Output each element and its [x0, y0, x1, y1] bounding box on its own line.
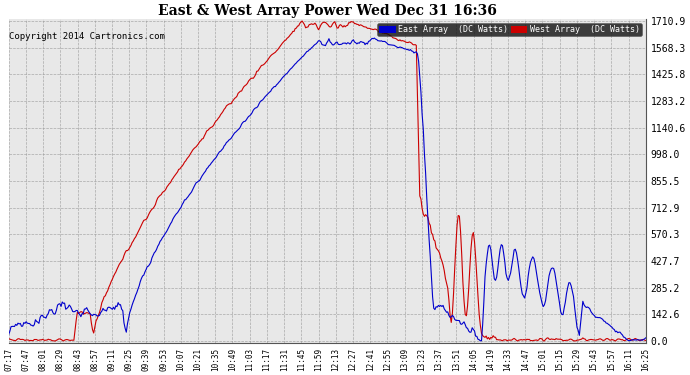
Text: Copyright 2014 Cartronics.com: Copyright 2014 Cartronics.com — [9, 32, 165, 41]
Legend: East Array  (DC Watts), West Array  (DC Watts): East Array (DC Watts), West Array (DC Wa… — [377, 24, 642, 36]
Title: East & West Array Power Wed Dec 31 16:36: East & West Array Power Wed Dec 31 16:36 — [158, 4, 497, 18]
